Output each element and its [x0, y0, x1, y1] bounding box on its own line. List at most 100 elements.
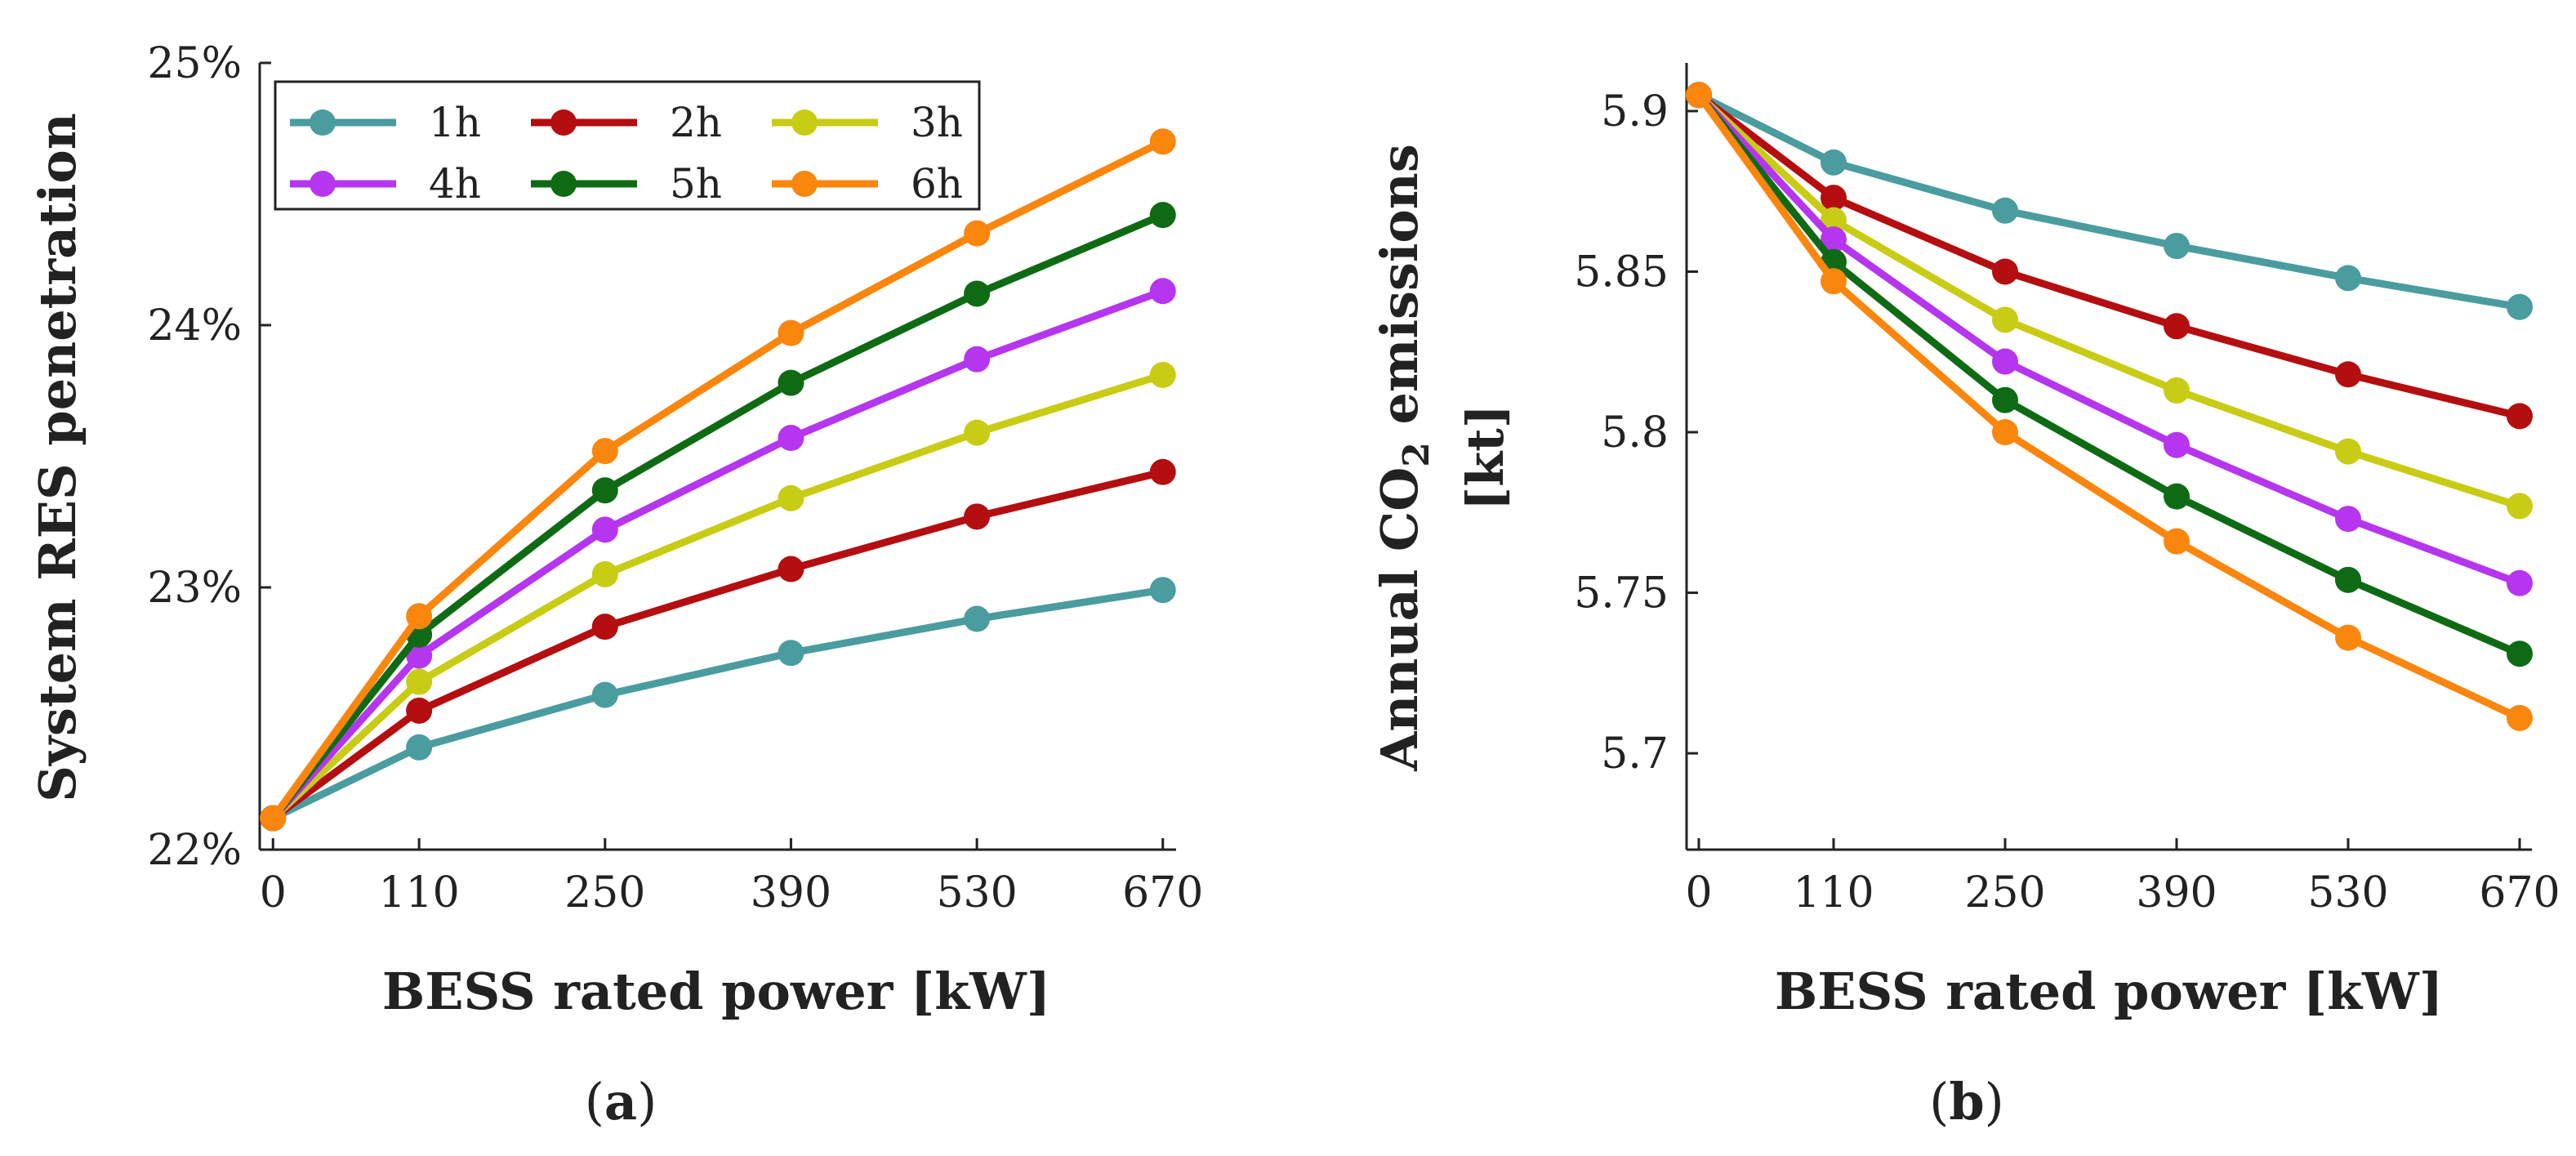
series-5h — [260, 202, 1176, 832]
data-point-3h — [406, 668, 433, 695]
data-point-4h — [1149, 278, 1176, 305]
legend-swatch-marker — [791, 171, 818, 197]
panel-a-y-tick-label: 22% — [147, 826, 242, 875]
series-5h — [1686, 82, 2533, 667]
data-point-5h — [591, 477, 618, 504]
panel-a-letter: a — [604, 1072, 637, 1131]
series-6h — [1686, 82, 2533, 731]
data-point-4h — [778, 425, 804, 452]
series-line-4h — [270, 288, 1165, 821]
data-point-6h — [406, 603, 433, 630]
legend-box — [274, 80, 981, 211]
legend-swatch-marker — [550, 171, 577, 197]
data-point-2h — [406, 697, 433, 724]
data-point-6h — [1992, 419, 2018, 446]
panel-a-x-tick-label: 0 — [260, 868, 287, 917]
data-point-6h — [1821, 268, 1847, 295]
series-4h — [1686, 82, 2533, 596]
panel-a-series — [260, 128, 1176, 832]
data-point-6h — [2164, 528, 2190, 555]
data-point-4h — [406, 642, 433, 669]
panel-a-x-tick-label: 670 — [1122, 868, 1203, 917]
data-point-6h — [2507, 704, 2533, 731]
data-point-1h — [1149, 577, 1176, 604]
panel-b-y-tick-label: 5.75 — [1574, 569, 1669, 618]
data-point-1h — [406, 734, 433, 761]
series-6h — [260, 128, 1176, 832]
data-point-2h — [778, 556, 804, 582]
data-point-5h — [2164, 483, 2190, 510]
data-point-5h — [1149, 202, 1176, 229]
series-line-6h — [1696, 92, 2521, 721]
series-line-5h — [1696, 92, 2521, 658]
legend-swatch-marker — [310, 171, 336, 197]
legend-items: 1h 2h 3h 4h 5h 6h — [290, 99, 963, 208]
panel-b-x-tick-label: 0 — [1685, 868, 1712, 917]
data-point-3h — [964, 419, 991, 446]
data-point-1h — [1992, 197, 2018, 224]
data-point-4h — [2507, 569, 2533, 596]
data-point-4h — [591, 516, 618, 543]
panel-b-letter: b — [1949, 1072, 1984, 1131]
data-point-2h — [2335, 361, 2361, 388]
data-point-2h — [2164, 313, 2190, 340]
panel-b-series — [1686, 82, 2533, 731]
panel-a-y-tick-label: 24% — [147, 301, 242, 350]
data-point-4h — [1821, 226, 1847, 253]
panel-b-x-tick-label: 530 — [2307, 868, 2388, 917]
legend-item-4h: 4h — [290, 160, 481, 208]
data-point-3h — [778, 484, 804, 511]
series-line-2h — [270, 468, 1164, 822]
data-point-3h — [2335, 438, 2361, 465]
series-4h — [260, 278, 1176, 832]
data-point-2h — [1992, 258, 2018, 285]
panel-a-x-tick-label: 530 — [936, 868, 1017, 917]
panel-b-x-tick-label: 670 — [2479, 868, 2560, 917]
panel-a-x-tick-label: 250 — [564, 868, 645, 917]
legend-item-3h: 3h — [772, 99, 963, 146]
series-line-4h — [1696, 92, 2521, 587]
data-point-3h — [2507, 493, 2533, 520]
panel-b: 5.7 5.75 5.8 5.85 5.9 0 110 250 390 530 670 Annual… — [1370, 63, 2560, 1131]
series-line-3h — [270, 371, 1165, 821]
panel-b-y-label-subscript: 2 — [1396, 442, 1437, 467]
legend-label: 4h — [429, 160, 481, 208]
data-point-6h — [778, 319, 804, 346]
data-point-6h — [260, 805, 287, 832]
data-point-4h — [964, 346, 991, 373]
legend-label: 6h — [911, 160, 963, 208]
data-point-5h — [2507, 640, 2533, 667]
legend-item-6h: 6h — [772, 160, 963, 208]
data-point-4h — [2335, 506, 2361, 533]
panel-b-y-label-prefix: Annual CO — [1370, 467, 1429, 772]
data-point-3h — [591, 560, 618, 587]
data-point-1h — [591, 681, 618, 708]
data-point-6h — [1686, 82, 1712, 109]
data-point-1h — [2335, 265, 2361, 292]
legend-label: 2h — [670, 99, 722, 146]
data-point-4h — [1992, 348, 2018, 375]
series-line-1h — [271, 586, 1164, 822]
data-point-6h — [2335, 624, 2361, 651]
data-point-5h — [1992, 386, 2018, 413]
data-point-6h — [964, 220, 991, 247]
data-point-5h — [964, 280, 991, 307]
data-point-1h — [1821, 149, 1847, 176]
panel-a-label: (a) — [585, 1072, 657, 1131]
panel-a-x-tick-label: 110 — [378, 868, 459, 917]
data-point-1h — [2507, 293, 2533, 320]
legend-item-5h: 5h — [531, 160, 722, 208]
panel-a-axes: 22% 23% 24% 25% 0 110 250 390 530 670 — [147, 39, 1203, 917]
panel-a-y-tick-label: 25% — [147, 39, 242, 88]
panel-b-label: (b) — [1929, 1072, 2004, 1131]
data-point-2h — [591, 614, 618, 640]
legend-item-2h: 2h — [531, 99, 722, 146]
data-point-3h — [2164, 377, 2190, 404]
data-point-1h — [2164, 233, 2190, 260]
legend-swatch-marker — [310, 109, 336, 136]
data-point-2h — [2507, 403, 2533, 430]
panel-b-y-tick-label: 5.9 — [1601, 87, 1669, 136]
series-line-3h — [1696, 92, 2521, 510]
series-line-5h — [270, 212, 1165, 821]
